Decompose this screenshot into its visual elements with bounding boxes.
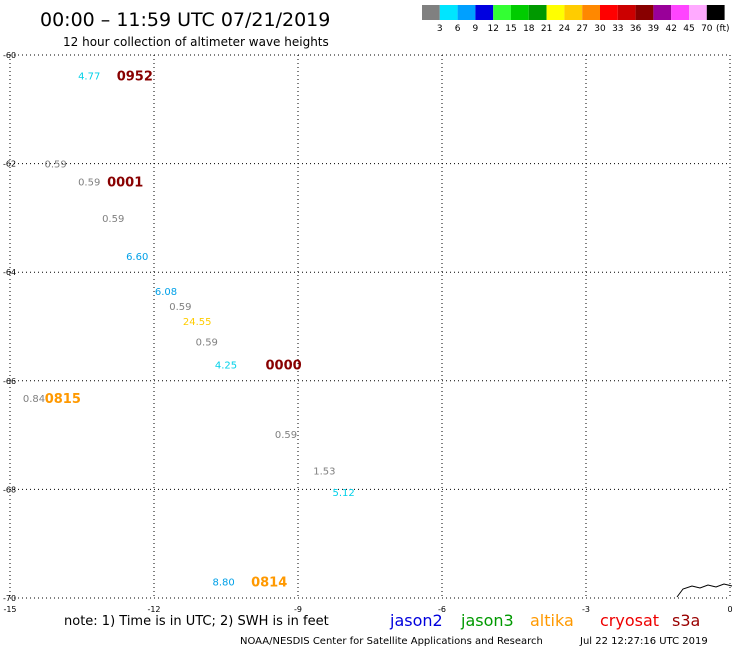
satellite-altika: altika	[530, 611, 574, 630]
y-tick-label: -60	[3, 51, 16, 60]
time-label: 0814	[251, 576, 287, 591]
legend-swatch	[457, 5, 476, 20]
legend-label: 21	[541, 24, 552, 34]
satellite-legend: jason2 jason3 altika cryosat s3a	[389, 611, 700, 630]
y-tick-labels: -60 -62 -64 -66 -68 -70	[3, 51, 16, 603]
legend-swatch	[706, 5, 725, 20]
legend-label: 36	[630, 24, 642, 34]
legend-label: 27	[576, 24, 587, 34]
chart-subtitle: 12 hour collection of altimeter wave hei…	[63, 35, 329, 49]
legend-swatch	[635, 5, 654, 20]
legend-swatch	[671, 5, 689, 20]
x-tick-label: -15	[3, 605, 16, 614]
legend-swatch	[422, 5, 440, 20]
y-tick-label: -66	[3, 377, 16, 386]
legend-label: 45	[683, 24, 694, 34]
x-tick-label: -6	[438, 605, 446, 614]
footer-generated: Jul 22 12:27:16 UTC 2019	[579, 636, 708, 647]
y-tick-label: -64	[3, 268, 16, 277]
wave-height-label: 0.59	[102, 214, 124, 225]
wave-height-label: 24.55	[183, 317, 212, 328]
wave-height-label: 0.59	[78, 178, 100, 189]
coastline	[676, 583, 733, 598]
y-tick-label: -68	[3, 485, 16, 494]
footer-note: note: 1) Time is in UTC; 2) SWH is in fe…	[64, 614, 329, 629]
legend-swatch	[600, 5, 618, 20]
time-label: 0001	[107, 176, 143, 191]
footer-credit: NOAA/NESDIS Center for Satellite Applica…	[240, 636, 543, 647]
legend-swatch	[582, 5, 600, 20]
legend-swatch	[439, 5, 458, 20]
time-label: 0815	[45, 392, 81, 407]
legend-label: 33	[612, 24, 623, 34]
legend-label: 42	[665, 24, 676, 34]
wave-height-label: 0.59	[275, 430, 297, 441]
time-label: 0000	[266, 359, 302, 374]
legend-label: 39	[648, 24, 660, 34]
legend-unit: (ft)	[716, 24, 730, 34]
satellite-s3a: s3a	[672, 611, 700, 630]
wave-height-label: 4.25	[215, 361, 237, 372]
legend-swatch	[546, 5, 565, 20]
wave-height-label: 0.59	[169, 302, 191, 313]
wave-height-label: 0.84	[23, 394, 45, 405]
wave-height-labels: 4.77 0.59 0.59 0.59 6.60 6.08 0.59 24.55 0.59 4.2…	[23, 72, 355, 589]
legend-label: 12	[487, 24, 498, 34]
y-tick-label: -70	[3, 594, 16, 603]
x-tick-label: -9	[294, 605, 302, 614]
time-labels: 0952 0001 0000 0815 0814	[45, 70, 302, 591]
legend-swatch	[564, 5, 583, 20]
wave-height-label: 5.12	[332, 488, 354, 499]
x-tick-labels: -15 -12 -9 -6 -3 0	[3, 605, 732, 614]
time-label: 0952	[117, 70, 153, 85]
wave-height-label: 8.80	[212, 578, 234, 589]
legend-swatch	[653, 5, 672, 20]
legend-swatch	[528, 5, 547, 20]
legend-label: 18	[523, 24, 535, 34]
satellite-cryosat: cryosat	[600, 611, 659, 630]
legend-swatch	[493, 5, 511, 20]
legend-swatch	[617, 5, 636, 20]
legend-label: 6	[455, 24, 461, 34]
gridlines	[9, 54, 731, 599]
x-tick-label: -12	[147, 605, 160, 614]
legend-label: 9	[473, 24, 479, 34]
wave-height-label: 1.53	[313, 466, 335, 477]
legend-swatch	[511, 5, 529, 20]
legend-label: 70	[701, 24, 713, 34]
x-tick-label: -3	[582, 605, 590, 614]
legend-label: 30	[594, 24, 606, 34]
satellite-jason3: jason3	[460, 611, 514, 630]
wave-height-label: 0.59	[44, 160, 66, 171]
x-tick-label: 0	[727, 605, 732, 614]
chart-title: 00:00 – 11:59 UTC 07/21/2019	[40, 9, 330, 31]
legend-swatch	[475, 5, 494, 20]
legend-swatch	[689, 5, 707, 20]
wave-height-label: 6.60	[126, 252, 148, 263]
color-scale-legend: 3 6 9 12 15 18 21 24 27 30 33 36 39 42 45 70 (ft)	[422, 5, 730, 34]
wave-height-label: 6.08	[155, 287, 177, 298]
legend-label: 24	[559, 24, 571, 34]
satellite-jason2: jason2	[389, 611, 443, 630]
y-tick-label: -62	[3, 160, 16, 169]
wave-height-label: 0.59	[196, 338, 218, 349]
wave-height-label: 4.77	[78, 72, 100, 83]
legend-label: 15	[505, 24, 516, 34]
legend-label: 3	[437, 24, 443, 34]
